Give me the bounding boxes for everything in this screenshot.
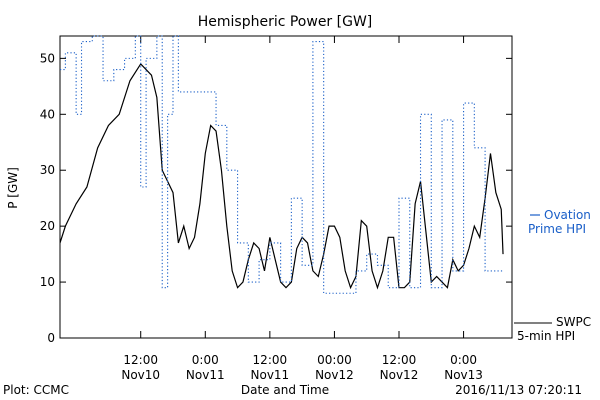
y-axis: 0 10 20 30 40 50 — [40, 51, 512, 345]
y-tick-label: 30 — [40, 163, 55, 177]
legend-label-swpc-line2: 5-min HPI — [517, 329, 575, 343]
x-axis-label: Date and Time — [241, 383, 329, 397]
y-tick-label: 0 — [47, 331, 55, 345]
x-tick-label-time: 0:00 — [450, 353, 477, 367]
x-tick-label-date: Nov12 — [315, 368, 354, 382]
y-tick-label: 50 — [40, 51, 55, 65]
x-tick-label-date: Nov11 — [251, 368, 290, 382]
legend-label-ovation-line2: Prime HPI — [528, 222, 586, 236]
x-tick-label-time: 0:00 — [192, 353, 219, 367]
x-tick-label-time: 12:00 — [253, 353, 288, 367]
y-tick-label: 40 — [40, 107, 55, 121]
x-tick-label-date: Nov12 — [380, 368, 419, 382]
plot-frame — [59, 35, 513, 339]
series-line-swpc — [59, 62, 504, 290]
x-tick-label-time: 12:00 — [382, 353, 417, 367]
legend-label-swpc-line1: SWPC — [556, 315, 591, 329]
x-tick-label-date: Nov13 — [444, 368, 483, 382]
y-tick-label: 20 — [40, 219, 55, 233]
x-tick-label-time: 12:00 — [123, 353, 158, 367]
chart-title: Hemispheric Power [GW] — [198, 14, 373, 30]
x-tick-label-date: Nov11 — [186, 368, 225, 382]
series-line-ovation — [60, 35, 504, 294]
x-tick-label-date: Nov10 — [121, 368, 160, 382]
legend: Ovation Prime HPI SWPC 5-min HPI — [514, 208, 591, 343]
legend-label-ovation-line1: Ovation — [544, 208, 591, 222]
footer-timestamp: 2016/11/13 07:20:11 — [455, 383, 582, 397]
series-group — [59, 35, 504, 294]
y-tick-label: 10 — [40, 275, 55, 289]
x-tick-label-time: 00:00 — [317, 353, 352, 367]
footer-credit: Plot: CCMC — [3, 383, 69, 397]
y-axis-label: P [GW] — [6, 167, 20, 209]
x-axis: 12:00Nov100:00Nov1112:00Nov1100:00Nov121… — [121, 36, 483, 382]
